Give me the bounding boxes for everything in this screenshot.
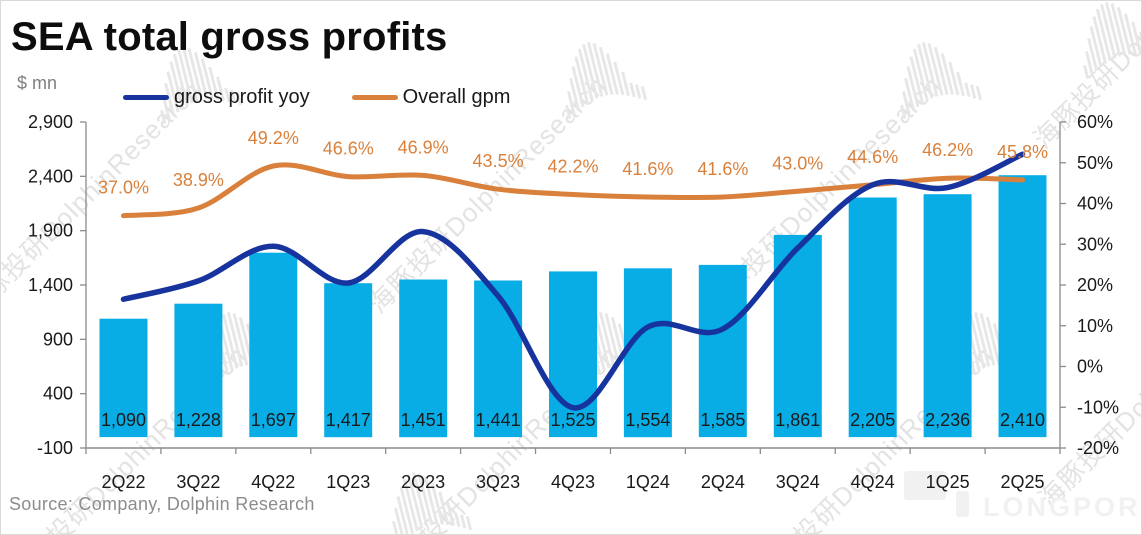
bar-value-label: 1,441 — [476, 410, 521, 430]
bar-1Q23 — [324, 283, 373, 438]
bar-value-label: 1,090 — [101, 410, 146, 430]
right-axis-tick-label: -20% — [1077, 438, 1119, 458]
bar-3Q22 — [174, 303, 223, 438]
longport-logo-block — [904, 471, 946, 500]
left-axis-tick-label: 1,900 — [28, 221, 73, 241]
bar-2Q24 — [698, 264, 747, 438]
left-axis-tick-label: 1,400 — [28, 275, 73, 295]
gpm-data-label: 46.6% — [323, 139, 374, 159]
bar-value-label: 1,228 — [176, 410, 221, 430]
gpm-data-label: 42.2% — [547, 157, 598, 177]
left-axis-tick-label: 2,900 — [28, 112, 73, 132]
legend-label: Overall gpm — [402, 86, 511, 108]
bar-1Q25 — [923, 194, 972, 438]
legend: gross profit yoy Overall gpm — [123, 86, 510, 109]
left-axis-tick-label: -100 — [37, 438, 73, 458]
right-axis-tick-label: 20% — [1077, 275, 1113, 295]
bar-value-label: 1,417 — [326, 410, 371, 430]
gpm-data-label: 38.9% — [173, 170, 224, 190]
gpm-data-label: 46.9% — [398, 137, 449, 157]
axis-unit-label: $ mn — [17, 73, 58, 93]
gpm-data-label: 43.5% — [473, 151, 524, 171]
x-axis-category-label: 2Q22 — [101, 472, 145, 492]
gpm-data-label: 37.0% — [98, 178, 149, 198]
bar-3Q23 — [474, 280, 523, 438]
gpm-data-label: 44.6% — [847, 147, 898, 167]
x-axis-category-label: 4Q23 — [551, 472, 595, 492]
x-axis-category-label: 1Q25 — [926, 472, 970, 492]
bar-value-label: 2,236 — [925, 410, 970, 430]
gpm-data-label: 41.6% — [622, 159, 673, 179]
bar-value-label: 1,554 — [625, 410, 670, 430]
bar-value-label: 2,205 — [850, 410, 895, 430]
gpm-data-label: 46.2% — [922, 140, 973, 160]
right-axis-tick-label: 10% — [1077, 316, 1113, 336]
x-axis-category-label: 1Q23 — [326, 472, 370, 492]
longport-logo-bar — [956, 491, 969, 517]
gpm-data-label: 41.6% — [697, 159, 748, 179]
left-axis-tick-label: 2,400 — [28, 166, 73, 186]
legend-item-overall-gpm: Overall gpm — [351, 86, 511, 109]
source-note: Source: Company, Dolphin Research — [9, 494, 315, 514]
bar-value-label: 2,410 — [1000, 410, 1045, 430]
left-axis-tick-label: 900 — [43, 329, 73, 349]
bar-value-label: 1,525 — [550, 410, 595, 430]
bar-value-label: 1,861 — [775, 410, 820, 430]
bar-value-label: 1,451 — [401, 410, 446, 430]
x-axis-category-label: 1Q24 — [626, 472, 670, 492]
yoy-line-swatch-icon — [123, 95, 169, 100]
bar-value-label: 1,585 — [700, 410, 745, 430]
gpm-line-swatch-icon — [351, 95, 398, 100]
x-axis-category-label: 2Q24 — [701, 472, 745, 492]
bar-value-label: 1,697 — [251, 410, 296, 430]
x-axis-category-label: 2Q25 — [1001, 472, 1045, 492]
right-axis-tick-label: 0% — [1077, 357, 1103, 377]
right-axis-tick-label: 60% — [1077, 112, 1113, 132]
x-axis-category-label: 4Q24 — [851, 472, 895, 492]
chart-title: SEA total gross profits — [11, 15, 448, 59]
bar-4Q22 — [249, 252, 298, 438]
gpm-data-label: 49.2% — [248, 128, 299, 148]
x-axis-category-label: 3Q24 — [776, 472, 820, 492]
right-axis-tick-label: 30% — [1077, 234, 1113, 254]
x-axis-category-label: 2Q23 — [401, 472, 445, 492]
x-axis-category-label: 4Q22 — [251, 472, 295, 492]
legend-label: gross profit yoy — [174, 86, 310, 108]
gpm-data-label: 43.0% — [772, 153, 823, 173]
bar-2Q23 — [399, 279, 448, 438]
right-axis-tick-label: 50% — [1077, 153, 1113, 173]
gross-profit-yoy-line — [120, 151, 1026, 411]
longport-watermark: LONGPORT — [983, 492, 1141, 522]
bar-4Q24 — [848, 197, 897, 438]
gpm-data-label: 45.8% — [997, 142, 1048, 162]
bar-1Q24 — [623, 268, 672, 438]
x-axis-category-label: 3Q23 — [476, 472, 520, 492]
x-axis-category-label: 3Q22 — [176, 472, 220, 492]
left-axis-tick-label: 400 — [43, 384, 73, 404]
bar-2Q22 — [99, 318, 148, 438]
right-axis-tick-label: -10% — [1077, 397, 1119, 417]
legend-item-gross-profit-yoy: gross profit yoy — [123, 86, 310, 109]
bar-2Q25 — [998, 175, 1047, 438]
right-axis-tick-label: 40% — [1077, 194, 1113, 214]
